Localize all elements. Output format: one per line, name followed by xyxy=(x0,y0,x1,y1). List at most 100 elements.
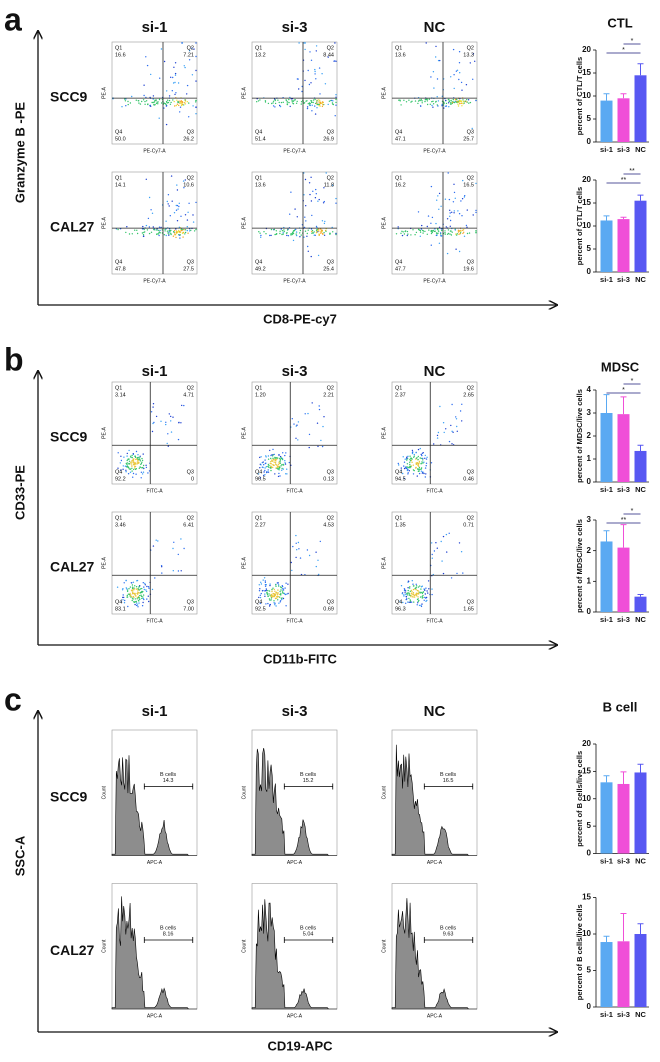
event-dot xyxy=(282,463,284,466)
event-dot xyxy=(446,551,448,553)
event-dot xyxy=(167,232,169,234)
event-dot xyxy=(409,455,411,457)
panel-letter: c xyxy=(4,681,22,717)
event-dot xyxy=(464,195,466,197)
event-dot xyxy=(269,583,271,585)
event-dot xyxy=(315,225,318,228)
event-dot xyxy=(452,201,455,203)
event-dot xyxy=(170,420,172,422)
event-dot xyxy=(277,592,279,594)
event-dot xyxy=(431,542,433,544)
event-dot xyxy=(409,463,411,466)
event-dot xyxy=(182,228,184,231)
event-dot xyxy=(426,100,429,102)
event-dot xyxy=(303,42,305,44)
event-dot xyxy=(186,93,188,95)
quadrant-name: Q4 xyxy=(395,599,402,605)
row-label: SCC9 xyxy=(50,788,88,804)
event-dot xyxy=(126,589,129,591)
event-dot xyxy=(267,602,269,605)
event-dot xyxy=(122,588,124,590)
event-dot xyxy=(447,102,450,104)
event-dot xyxy=(151,212,154,214)
event-dot xyxy=(136,229,138,231)
event-dot xyxy=(131,233,133,235)
event-dot xyxy=(267,458,270,460)
event-dot xyxy=(427,580,430,582)
event-dot xyxy=(455,233,457,235)
plot-y-label: PE-A xyxy=(381,87,387,99)
event-dot xyxy=(407,601,409,603)
event-dot xyxy=(259,456,261,459)
event-dot xyxy=(447,229,450,231)
event-dot xyxy=(475,209,477,212)
event-dot xyxy=(265,603,267,605)
event-dot xyxy=(195,80,197,82)
event-dot xyxy=(157,101,159,103)
event-dot xyxy=(295,228,297,231)
event-dot xyxy=(184,99,186,101)
event-dot xyxy=(258,596,260,599)
event-dot xyxy=(163,107,165,109)
plot-x-label: FITC-A xyxy=(286,488,303,494)
event-dot xyxy=(450,76,452,78)
error-bar xyxy=(620,524,627,548)
event-dot xyxy=(272,466,274,469)
event-dot xyxy=(442,572,445,575)
event-dot xyxy=(306,106,309,108)
event-dot xyxy=(422,459,424,461)
event-dot xyxy=(131,584,134,586)
event-dot xyxy=(135,595,137,597)
event-dot xyxy=(405,458,408,460)
event-dot xyxy=(460,200,462,202)
event-dot xyxy=(397,462,399,465)
event-dot xyxy=(177,570,180,572)
event-dot xyxy=(148,196,151,199)
event-dot xyxy=(279,600,282,602)
event-dot xyxy=(142,471,145,473)
quadrant-value: 14.1 xyxy=(115,182,126,188)
event-dot xyxy=(137,454,139,456)
event-dot xyxy=(309,193,311,196)
event-dot xyxy=(286,229,289,231)
event-dot xyxy=(457,229,460,231)
event-dot xyxy=(126,452,128,455)
event-dot xyxy=(268,590,271,592)
event-dot xyxy=(187,211,189,213)
event-dot xyxy=(282,101,284,104)
y-tick-label: 5 xyxy=(587,966,592,975)
event-dot xyxy=(145,589,147,591)
event-dot xyxy=(141,587,143,590)
event-dot xyxy=(422,594,424,597)
event-dot xyxy=(409,599,411,601)
event-dot xyxy=(423,461,425,463)
event-dot xyxy=(314,70,316,73)
event-dot xyxy=(116,586,119,588)
event-dot xyxy=(314,234,316,236)
event-dot xyxy=(165,423,167,426)
event-dot xyxy=(195,55,197,58)
event-dot xyxy=(332,100,334,102)
event-dot xyxy=(280,592,282,595)
quadrant-value: 13.3 xyxy=(463,52,474,58)
event-dot xyxy=(265,455,267,457)
event-dot xyxy=(188,50,191,52)
quadrant-name: Q4 xyxy=(255,599,262,605)
event-dot xyxy=(125,469,127,471)
event-dot xyxy=(138,602,140,604)
event-dot xyxy=(282,232,284,234)
category-label: NC xyxy=(635,275,646,284)
event-dot xyxy=(456,98,458,101)
event-dot xyxy=(440,205,442,207)
y-tick-label: 0 xyxy=(587,477,592,486)
event-dot xyxy=(268,464,270,467)
event-dot xyxy=(448,198,451,201)
event-dot xyxy=(295,556,297,559)
y-axis-label: CD33-PE xyxy=(12,465,27,520)
event-dot xyxy=(407,466,409,469)
event-dot xyxy=(474,60,476,62)
event-dot xyxy=(277,599,279,601)
event-dot xyxy=(423,588,425,590)
event-dot xyxy=(305,220,307,222)
event-dot xyxy=(425,462,428,464)
